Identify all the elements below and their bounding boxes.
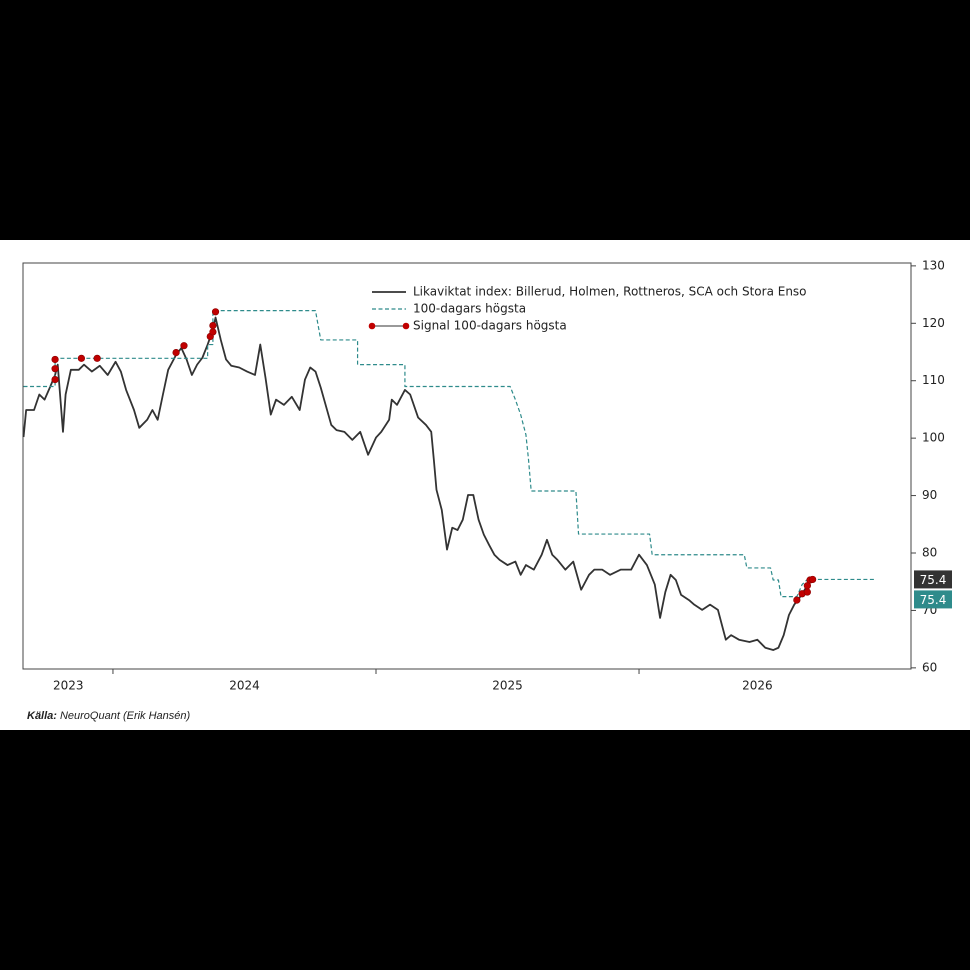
plot-frame bbox=[22, 262, 912, 670]
legend-label: 100-dagars högsta bbox=[413, 302, 526, 316]
y-tick-label: 60 bbox=[922, 660, 937, 674]
signal-point bbox=[809, 575, 817, 584]
y-tick-label: 80 bbox=[922, 546, 937, 560]
signal-point bbox=[793, 596, 801, 604]
x-tick-label: 2025 bbox=[492, 679, 523, 693]
chart-panel: Källa: NeuroQuant (Erik Hansén) 60 70 80 90 1… bbox=[0, 240, 970, 730]
signal-point bbox=[93, 354, 101, 362]
chart: Källa: NeuroQuant (Erik Hansén) 607080901… bbox=[22, 258, 952, 722]
signal-point bbox=[51, 365, 59, 373]
source: Källa: NeuroQuant (Erik Hansén) bbox=[27, 710, 191, 722]
x-tick-label: 2026 bbox=[742, 679, 773, 693]
signal-point bbox=[180, 342, 188, 350]
y-tick-label: 110 bbox=[922, 373, 945, 387]
y-tick-label: 130 bbox=[922, 258, 945, 272]
signal-point bbox=[211, 308, 220, 316]
end-label-box bbox=[914, 590, 952, 609]
y-tick-label: 90 bbox=[922, 488, 937, 502]
x-tick-label: 2024 bbox=[229, 679, 260, 693]
legend-label: Signal 100-dagars högsta bbox=[413, 319, 567, 333]
y-tick-label: 100 bbox=[922, 431, 945, 445]
source-label: Källa: bbox=[27, 710, 57, 722]
signal-point bbox=[51, 375, 59, 384]
index-line bbox=[22, 316, 811, 651]
legend-swatch bbox=[402, 322, 410, 330]
signal-point bbox=[172, 348, 180, 357]
y-tick-label: 120 bbox=[922, 316, 945, 330]
high-line bbox=[23, 310, 876, 598]
signal-point bbox=[209, 328, 217, 336]
x-tick-label: 2023 bbox=[53, 679, 84, 693]
signal-point bbox=[51, 355, 59, 364]
legend-swatch bbox=[368, 322, 376, 330]
source-text: NeuroQuant (Erik Hansén) bbox=[60, 710, 191, 722]
end-label: 75.4 bbox=[920, 573, 947, 587]
signal-point bbox=[803, 588, 811, 596]
end-label-box bbox=[914, 570, 952, 589]
end-label: 75.4 bbox=[920, 593, 947, 607]
legend-label: Likaviktat index: Billerud, Holmen, Rott… bbox=[413, 285, 807, 299]
signal-point bbox=[77, 354, 85, 362]
signal-point bbox=[209, 321, 217, 330]
